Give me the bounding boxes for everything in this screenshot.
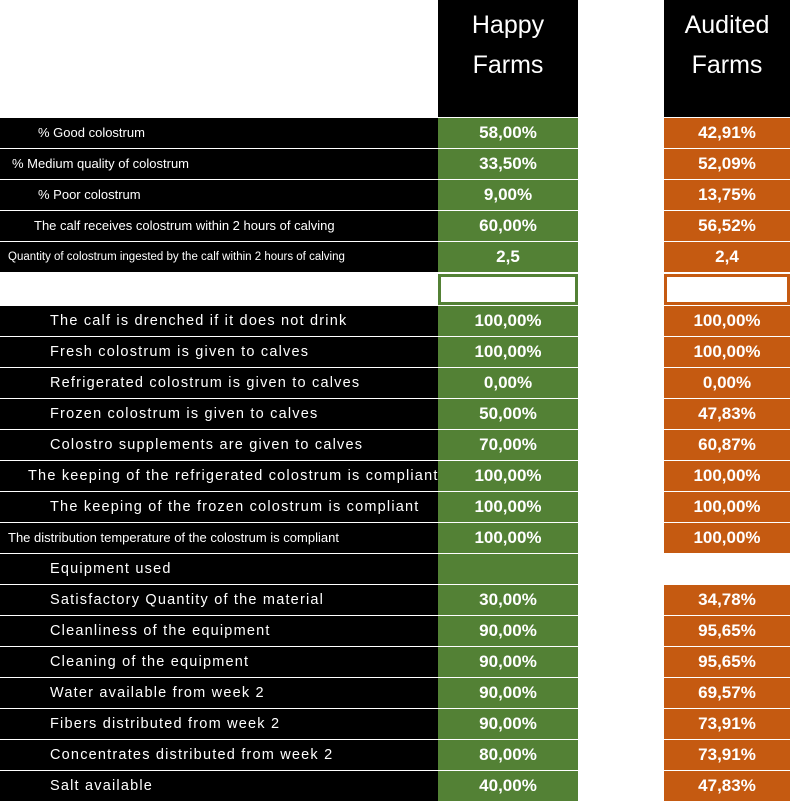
table-row: Refrigerated colostrum is given to calve… — [0, 368, 790, 399]
audited-farms-value: 69,57% — [664, 678, 790, 708]
table-row: Water available from week 2 90,00% 69,57% — [0, 678, 790, 709]
table-row: The distribution temperature of the colo… — [0, 523, 790, 554]
happy-farms-value: 90,00% — [438, 678, 578, 708]
audited-farms-value: 13,75% — [664, 180, 790, 210]
table-row: Concentrates distributed from week 2 80,0… — [0, 740, 790, 771]
audited-farms-value: 42,91% — [664, 118, 790, 148]
happy-farms-value: 40,00% — [438, 771, 578, 801]
row-label: The keeping of the refrigerated colostru… — [0, 461, 438, 491]
row-label: Equipment used — [0, 554, 438, 584]
happy-farms-value: 100,00% — [438, 337, 578, 367]
audited-farms-value: 34,78% — [664, 585, 790, 615]
table-row: The calf receives colostrum within 2 hou… — [0, 211, 790, 242]
audited-farms-value: 100,00% — [664, 337, 790, 367]
row-label: Fibers distributed from week 2 — [0, 709, 438, 739]
row-label: Salt available — [0, 771, 438, 801]
audited-header-line1: Audited — [684, 11, 770, 39]
row-label: Satisfactory Quantity of the material — [0, 585, 438, 615]
table-row: Colostro supplements are given to calves… — [0, 430, 790, 461]
audited-farms-header: Audited Farms — [664, 0, 790, 117]
happy-farms-value: 30,00% — [438, 585, 578, 615]
separator-happy — [438, 274, 578, 305]
happy-farms-value: 33,50% — [438, 149, 578, 179]
row-label: Refrigerated colostrum is given to calve… — [0, 368, 438, 398]
row-label: Water available from week 2 — [0, 678, 438, 708]
happy-farms-value: 100,00% — [438, 461, 578, 491]
audited-farms-value: 47,83% — [664, 771, 790, 801]
happy-farms-header: Happy Farms — [438, 0, 578, 117]
audited-farms-value: 100,00% — [664, 306, 790, 336]
table-row: Quantity of colostrum ingested by the ca… — [0, 242, 790, 273]
row-label: The calf receives colostrum within 2 hou… — [0, 211, 438, 241]
table-row: Cleaning of the equipment 90,00% 95,65% — [0, 647, 790, 678]
table-row: Fibers distributed from week 2 90,00% 73,9… — [0, 709, 790, 740]
separator-audited — [664, 274, 790, 305]
row-label: Fresh colostrum is given to calves — [0, 337, 438, 367]
happy-farms-value: 80,00% — [438, 740, 578, 770]
happy-farms-value: 90,00% — [438, 709, 578, 739]
happy-farms-value: 90,00% — [438, 616, 578, 646]
row-label: Cleaning of the equipment — [0, 647, 438, 677]
audited-farms-value: 47,83% — [664, 399, 790, 429]
happy-farms-value: 100,00% — [438, 306, 578, 336]
happy-farms-value — [438, 554, 578, 584]
row-label: % Medium quality of colostrum — [0, 149, 438, 179]
audited-farms-value: 0,00% — [664, 368, 790, 398]
audited-farms-value: 100,00% — [664, 492, 790, 522]
audited-farms-value: 100,00% — [664, 523, 790, 553]
happy-farms-value: 58,00% — [438, 118, 578, 148]
table-row: Fresh colostrum is given to calves 100,00… — [0, 337, 790, 368]
separator-row — [0, 274, 790, 305]
audited-farms-value: 2,4 — [664, 242, 790, 272]
row-label: Cleanliness of the equipment — [0, 616, 438, 646]
happy-farms-value: 90,00% — [438, 647, 578, 677]
happy-farms-value: 50,00% — [438, 399, 578, 429]
audited-farms-value: 95,65% — [664, 616, 790, 646]
audited-farms-value: 73,91% — [664, 709, 790, 739]
happy-farms-value: 100,00% — [438, 492, 578, 522]
audited-farms-value: 73,91% — [664, 740, 790, 770]
audited-farms-value: 52,09% — [664, 149, 790, 179]
happy-header-line1: Happy — [471, 11, 545, 39]
row-label: Quantity of colostrum ingested by the ca… — [0, 242, 438, 272]
table-row: The calf is drenched if it does not drin… — [0, 306, 790, 337]
row-label: The distribution temperature of the colo… — [0, 523, 438, 553]
audited-farms-value — [664, 554, 790, 584]
happy-farms-value: 70,00% — [438, 430, 578, 460]
row-label: Concentrates distributed from week 2 — [0, 740, 438, 770]
audited-farms-value: 60,87% — [664, 430, 790, 460]
row-label: Frozen colostrum is given to calves — [0, 399, 438, 429]
row-label: The calf is drenched if it does not drin… — [0, 306, 438, 336]
audited-farms-value: 56,52% — [664, 211, 790, 241]
audited-farms-value: 95,65% — [664, 647, 790, 677]
table-row: The keeping of the frozen colostrum is c… — [0, 492, 790, 523]
table-row: Equipment used — [0, 554, 790, 585]
row-label: Colostro supplements are given to calves — [0, 430, 438, 460]
table-row: % Poor colostrum 9,00% 13,75% — [0, 180, 790, 211]
happy-farms-value: 2,5 — [438, 242, 578, 272]
happy-farms-value: 100,00% — [438, 523, 578, 553]
row-label: The keeping of the frozen colostrum is c… — [0, 492, 438, 522]
happy-farms-value: 60,00% — [438, 211, 578, 241]
table-row: % Medium quality of colostrum 33,50% 52,09… — [0, 149, 790, 180]
happy-farms-value: 9,00% — [438, 180, 578, 210]
table-row: Frozen colostrum is given to calves 50,00… — [0, 399, 790, 430]
audited-header-line2: Farms — [691, 51, 763, 79]
table-row: Cleanliness of the equipment 90,00% 95,65% — [0, 616, 790, 647]
table-row: The keeping of the refrigerated colostru… — [0, 461, 790, 492]
table-row: Satisfactory Quantity of the material 30,… — [0, 585, 790, 616]
table-row: Salt available 40,00% 47,83% — [0, 771, 790, 802]
happy-header-line2: Farms — [472, 51, 544, 79]
row-label: % Poor colostrum — [0, 180, 438, 210]
audited-farms-value: 100,00% — [664, 461, 790, 491]
row-label: % Good colostrum — [0, 118, 438, 148]
happy-farms-value: 0,00% — [438, 368, 578, 398]
table-row: % Good colostrum 58,00% 42,91% — [0, 118, 790, 149]
